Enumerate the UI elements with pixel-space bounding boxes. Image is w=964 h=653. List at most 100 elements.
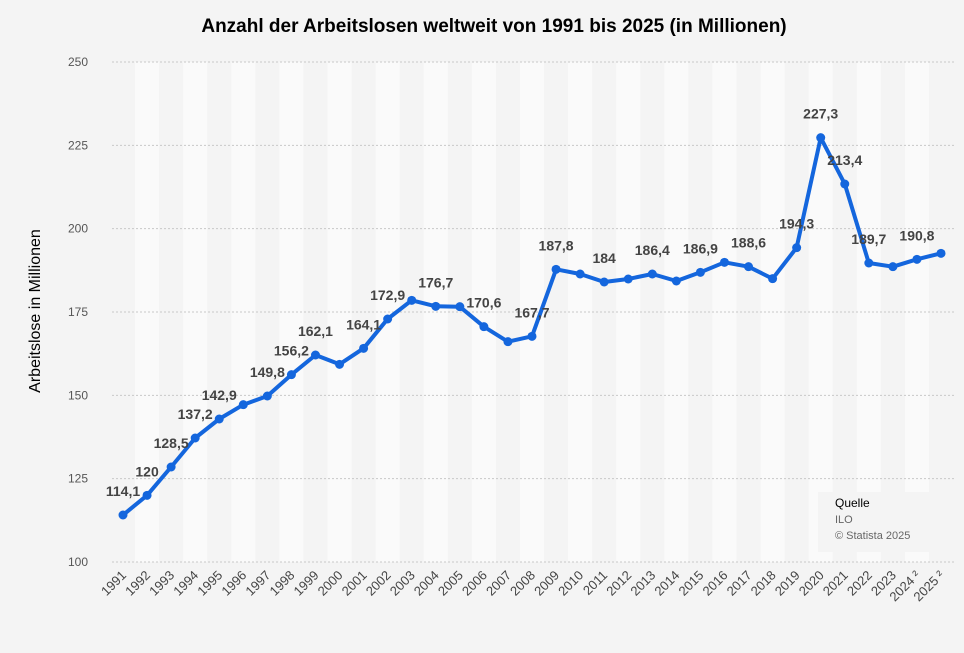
- x-tick-label: 2010: [555, 568, 586, 599]
- data-point: [888, 262, 898, 272]
- data-label: 194,3: [779, 216, 814, 232]
- column-band: [471, 62, 496, 562]
- x-tick-label: 1995: [194, 568, 225, 599]
- y-tick-label: 175: [68, 305, 88, 319]
- data-label: 213,4: [827, 152, 862, 168]
- data-label: 137,2: [178, 406, 213, 422]
- data-label: 172,9: [370, 287, 405, 303]
- data-point: [214, 414, 224, 424]
- data-point: [335, 359, 345, 369]
- data-point: [864, 258, 874, 268]
- data-label: 149,8: [250, 364, 285, 380]
- data-point: [816, 133, 826, 143]
- data-label: 186,9: [683, 240, 718, 256]
- x-tick-label: 2016: [700, 568, 731, 599]
- x-tick-label: 2017: [724, 568, 755, 599]
- y-tick-label: 225: [68, 138, 88, 152]
- data-point: [936, 248, 946, 258]
- x-tick-label: 2001: [339, 568, 370, 599]
- data-point: [695, 267, 705, 277]
- chart-title: Anzahl der Arbeitslosen weltweit von 199…: [201, 16, 786, 37]
- data-point: [912, 254, 922, 264]
- column-band: [327, 62, 352, 562]
- x-tick-label: 2020: [796, 568, 827, 599]
- data-label: 176,7: [418, 274, 453, 290]
- x-tick-label: 2019: [772, 568, 803, 599]
- x-tick-label: 2000: [315, 568, 346, 599]
- y-axis-ticks: 250 225 200 175 150 125 100: [68, 55, 88, 569]
- data-point: [238, 400, 248, 410]
- data-point: [792, 243, 802, 253]
- x-axis-ticks: 1991199219931994199519961997199819992000…: [98, 567, 948, 604]
- data-label: 142,9: [202, 387, 237, 403]
- data-label: 188,6: [731, 235, 766, 251]
- data-label: 184: [592, 250, 616, 266]
- column-band: [135, 62, 160, 562]
- data-point: [551, 264, 561, 274]
- data-label: 167,7: [514, 304, 549, 320]
- data-point: [768, 274, 778, 284]
- data-point: [359, 343, 369, 353]
- data-label: 190,8: [899, 227, 934, 243]
- data-label: 189,7: [851, 231, 886, 247]
- data-point: [118, 510, 128, 520]
- data-label: 186,4: [635, 242, 670, 258]
- source-box: Quelle ILO © Statista 2025: [818, 492, 948, 552]
- data-point: [142, 490, 152, 500]
- x-tick-label: 1996: [218, 568, 249, 599]
- x-tick-label: 1994: [170, 568, 201, 599]
- y-tick-label: 125: [68, 472, 88, 486]
- data-point: [840, 179, 850, 189]
- source-name: ILO: [835, 514, 853, 526]
- data-label: 120: [135, 463, 159, 479]
- x-tick-label: 2022: [844, 568, 875, 599]
- data-points: [118, 133, 946, 520]
- source-heading: Quelle: [835, 496, 870, 510]
- data-label: 227,3: [803, 106, 838, 122]
- column-band: [183, 62, 208, 562]
- data-point: [431, 301, 441, 311]
- x-tick-label: 1998: [266, 568, 297, 599]
- y-tick-label: 100: [68, 555, 88, 569]
- x-tick-label: 1993: [146, 568, 177, 599]
- y-tick-label: 200: [68, 222, 88, 236]
- data-labels: 114,1 120 128,5 137,2 142,9 149,8 156,2 162,1 16…: [106, 106, 935, 499]
- data-point: [671, 276, 681, 286]
- data-point: [455, 302, 465, 312]
- x-tick-label: 2015: [675, 568, 706, 599]
- data-point: [599, 277, 609, 287]
- x-tick-label: 2009: [531, 568, 562, 599]
- x-tick-label: 2006: [459, 568, 490, 599]
- data-point: [479, 322, 489, 332]
- gridlines: [112, 61, 954, 563]
- x-tick-label: 1991: [98, 568, 129, 599]
- data-label: 114,1: [106, 483, 140, 499]
- x-tick-label: 2002: [363, 568, 394, 599]
- data-point: [575, 269, 585, 279]
- x-tick-label: 2014: [651, 568, 682, 599]
- x-tick-label: 2021: [820, 568, 851, 599]
- x-tick-label: 1999: [291, 568, 322, 599]
- column-band: [279, 62, 304, 562]
- column-band: [231, 62, 256, 562]
- data-point: [262, 391, 272, 401]
- x-tick-label: 2018: [748, 568, 779, 599]
- data-label: 156,2: [274, 343, 309, 359]
- data-point: [744, 262, 754, 272]
- data-point: [527, 331, 537, 341]
- x-tick-label: 2003: [387, 568, 418, 599]
- x-tick-label: 2004: [411, 568, 442, 599]
- y-tick-label: 150: [68, 388, 88, 402]
- data-label: 162,1: [298, 323, 333, 339]
- data-point: [719, 257, 729, 267]
- column-band: [423, 62, 448, 562]
- data-label: 170,6: [466, 295, 501, 311]
- data-point: [647, 269, 657, 279]
- data-label: 128,5: [154, 435, 189, 451]
- data-label: 164,1: [346, 316, 381, 332]
- x-tick-label: 2008: [507, 568, 538, 599]
- data-point: [503, 337, 513, 347]
- data-label: 187,8: [539, 237, 574, 253]
- data-point: [623, 274, 633, 284]
